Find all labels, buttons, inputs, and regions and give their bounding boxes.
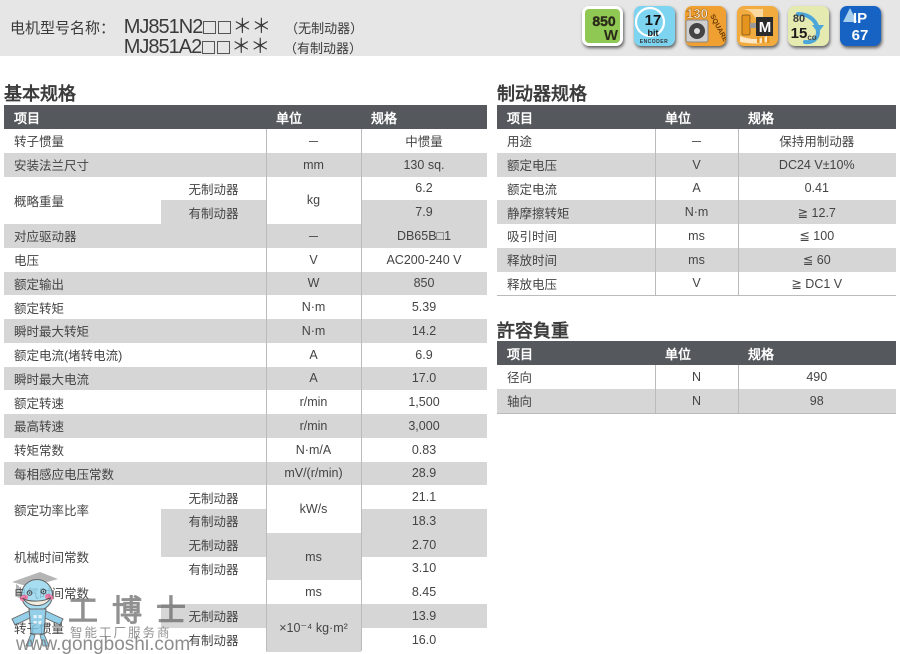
svg-text:17: 17 bbox=[644, 12, 661, 29]
svg-text:ENCODER: ENCODER bbox=[639, 39, 668, 45]
svg-text:co: co bbox=[807, 33, 816, 42]
svg-text:130: 130 bbox=[686, 6, 708, 21]
svg-text:15: 15 bbox=[791, 25, 808, 42]
svg-text:M: M bbox=[758, 19, 771, 36]
svg-text:SQUARE: SQUARE bbox=[708, 13, 726, 43]
svg-text:80: 80 bbox=[793, 13, 805, 25]
svg-text:IP: IP bbox=[852, 10, 866, 27]
svg-text:67: 67 bbox=[851, 27, 868, 44]
svg-text:bit: bit bbox=[647, 28, 658, 38]
svg-text:W: W bbox=[604, 27, 619, 44]
